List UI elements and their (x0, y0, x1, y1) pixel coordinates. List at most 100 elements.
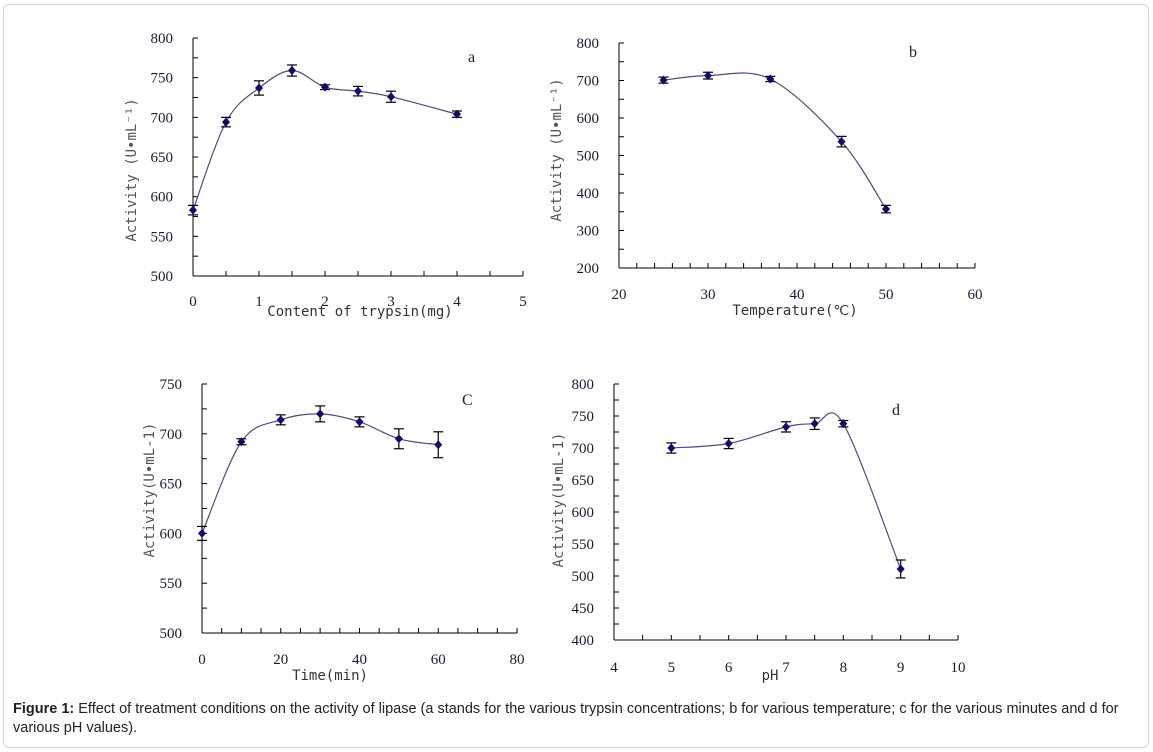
y-tick-label: 500 (151, 269, 174, 285)
x-tick-label: 30 (701, 287, 716, 303)
series-line (663, 72, 887, 210)
x-tick-label: 10 (951, 660, 966, 676)
chart-panel-b: 200 300 400 500 600 700 800 20 30 40 50 60 Temperatu… (549, 36, 983, 319)
data-point (355, 417, 364, 427)
y-tick-label: 650 (151, 150, 174, 166)
x-tick-label: 4 (610, 660, 618, 676)
data-point (896, 564, 905, 574)
series-line (671, 412, 902, 570)
x-tick-label: 60 (431, 652, 446, 668)
y-tick-label: 800 (151, 31, 174, 47)
y-tick-label: 400 (577, 186, 600, 202)
data-point (316, 409, 325, 419)
y-tick-label: 600 (572, 505, 595, 521)
y-tick-label: 600 (151, 190, 174, 206)
data-point (667, 443, 676, 453)
y-axis-title: Activity(U•mL-1) (551, 433, 567, 568)
x-axis-title: Time(min) (292, 668, 368, 684)
y-tick-label: 800 (577, 36, 600, 52)
data-point (354, 86, 362, 96)
x-tick-label: 60 (968, 287, 983, 303)
x-tick-label: 0 (189, 294, 197, 310)
y-tick-label: 800 (572, 377, 595, 393)
x-tick-label: 5 (519, 294, 527, 310)
caption-label: Figure 1: (13, 701, 75, 717)
x-axis-title: pH (762, 668, 779, 684)
y-tick-label: 200 (577, 261, 600, 277)
data-point (453, 109, 461, 119)
y-axis-title: Activity(U•mL-1) (142, 423, 158, 558)
panel-label: a (468, 49, 475, 66)
y-tick-label: 500 (572, 569, 595, 585)
y-tick-label: 550 (572, 537, 595, 553)
y-axis-title: Activity (U•mL⁻¹) (549, 78, 565, 221)
x-tick-label: 50 (879, 287, 894, 303)
data-point (189, 205, 197, 215)
y-tick-label: 450 (572, 601, 595, 617)
chart-panel-c: 500 550 600 650 700 750 0 20 40 60 80 Time(min) Acti… (142, 377, 525, 684)
data-point (288, 66, 296, 76)
y-tick-label: 750 (160, 377, 183, 393)
y-tick-label: 300 (577, 224, 600, 240)
x-tick-label: 5 (668, 660, 676, 676)
figure-frame (3, 4, 1149, 748)
y-tick-label: 700 (577, 74, 600, 90)
y-tick-label: 550 (160, 576, 183, 592)
y-tick-label: 650 (160, 477, 183, 493)
y-tick-label: 750 (151, 71, 174, 87)
data-point (882, 204, 890, 214)
data-point (659, 75, 668, 85)
x-tick-label: 9 (897, 660, 905, 676)
data-point (321, 82, 329, 92)
data-point (724, 439, 733, 449)
x-tick-label: 6 (725, 660, 733, 676)
caption-text: Effect of treatment conditions on the ac… (13, 701, 1119, 736)
panel-label: C (462, 392, 473, 409)
x-tick-label: 80 (510, 652, 525, 668)
y-tick-label: 700 (572, 441, 595, 457)
x-tick-label: 0 (198, 652, 206, 668)
y-tick-label: 650 (572, 473, 595, 489)
data-point (837, 137, 846, 147)
x-tick-label: 3 (387, 294, 395, 310)
data-point (810, 419, 819, 429)
chart-panel-d: 400 450 500 550 600 650 700 750 800 4 5 6 7 8 9 10 pH Act… (551, 377, 966, 684)
data-point (222, 117, 230, 127)
y-tick-label: 750 (572, 409, 595, 425)
y-tick-label: 700 (160, 427, 183, 443)
x-axis-title: Temperature(℃) (732, 303, 857, 319)
panel-label: b (909, 44, 917, 61)
data-point (198, 528, 206, 538)
x-tick-label: 40 (790, 287, 805, 303)
x-tick-label: 20 (612, 287, 627, 303)
x-tick-label: 1 (255, 294, 263, 310)
x-tick-label: 20 (273, 652, 288, 668)
panel-label: d (892, 402, 900, 419)
data-point (255, 83, 263, 93)
data-point (276, 415, 285, 425)
data-point (839, 419, 848, 429)
x-tick-label: 4 (453, 294, 461, 310)
y-tick-label: 600 (577, 111, 600, 127)
y-tick-label: 700 (151, 110, 174, 126)
chart-panel-a: 500 550 600 650 700 750 800 0 1 2 3 4 5 Content of tr… (124, 31, 527, 320)
data-point (394, 434, 403, 444)
y-tick-label: 500 (160, 626, 183, 642)
data-point (237, 437, 246, 447)
x-tick-label: 7 (782, 660, 790, 676)
series-line (201, 413, 439, 534)
y-tick-label: 400 (572, 633, 595, 649)
y-tick-label: 550 (151, 229, 174, 245)
x-axis-title: Content of trypsin(mg) (267, 304, 452, 320)
data-point (434, 440, 443, 450)
x-tick-label: 40 (352, 652, 367, 668)
data-point (704, 71, 712, 81)
data-point (387, 92, 395, 102)
x-tick-label: 2 (321, 294, 329, 310)
figure-caption: Figure 1: Effect of treatment conditions… (13, 700, 1143, 738)
y-tick-label: 500 (577, 149, 600, 165)
y-tick-label: 600 (160, 526, 183, 542)
data-point (766, 74, 775, 84)
x-tick-label: 8 (840, 660, 848, 676)
